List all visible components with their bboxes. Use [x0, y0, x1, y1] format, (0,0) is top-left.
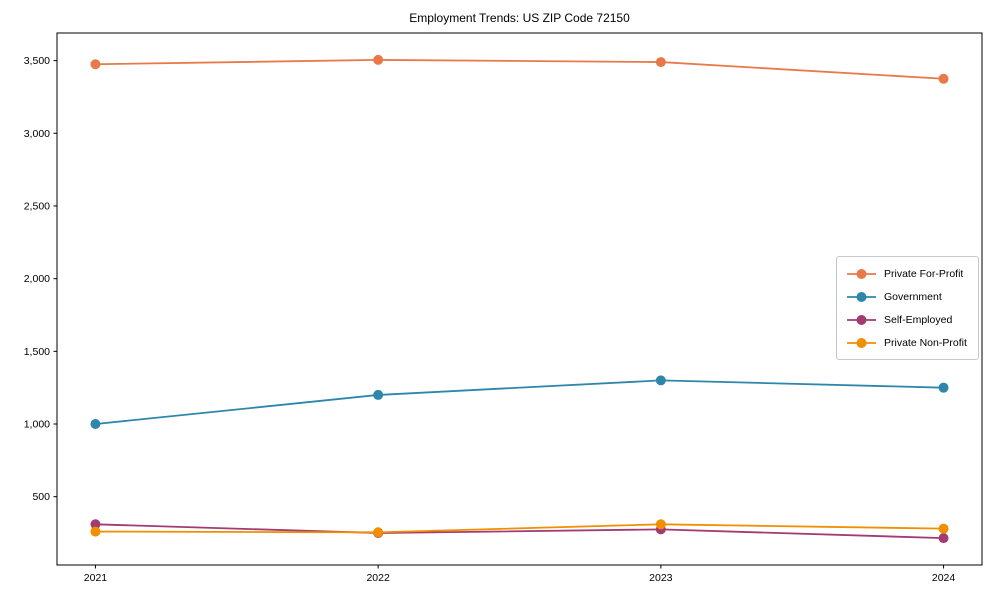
legend-entry-private-non-profit: Private Non-Profit	[846, 331, 969, 354]
legend-marker-government	[847, 291, 876, 302]
data-point-private-non-profit-2023	[655, 519, 666, 530]
data-point-government-2022	[373, 389, 384, 400]
data-point-private-non-profit-2022	[373, 527, 384, 538]
legend-entry-self-employed: Self-Employed	[846, 308, 969, 331]
y-tick-label: 1,000	[24, 419, 50, 431]
legend-dot-private-for-profit	[856, 268, 867, 279]
y-tick-label: 1,500	[24, 346, 50, 358]
legend-dot-self-employed	[856, 314, 867, 325]
y-tick-label: 500	[32, 491, 50, 503]
legend-entry-government: Government	[846, 285, 969, 308]
y-tick-label: 3,000	[24, 128, 50, 140]
data-point-government-2024	[938, 382, 949, 393]
x-tick-label: 2022	[366, 572, 390, 584]
y-tick-label: 2,000	[24, 273, 50, 285]
legend-marker-private-for-profit	[847, 268, 876, 279]
data-point-private-for-profit-2022	[373, 54, 384, 65]
data-point-self-employed-2024	[938, 533, 949, 544]
x-tick-label: 2023	[649, 572, 673, 584]
data-point-private-non-profit-2024	[938, 523, 949, 534]
plot-border	[56, 32, 983, 566]
series-line-private-for-profit	[95, 58, 944, 80]
legend-label-private-non-profit: Private Non-Profit	[884, 336, 967, 349]
x-tick-label: 2021	[84, 572, 108, 584]
legend-entry-private-for-profit: Private For-Profit	[846, 262, 969, 285]
data-point-government-2023	[655, 375, 666, 386]
series-line-government	[95, 379, 944, 425]
legend-marker-self-employed	[847, 314, 876, 325]
data-point-private-non-profit-2021	[90, 526, 101, 537]
legend: Private For-Profit Government Self-Employe…	[836, 256, 979, 360]
data-point-private-for-profit-2023	[655, 57, 666, 68]
legend-dot-government	[856, 291, 867, 302]
legend-label-private-for-profit: Private For-Profit	[884, 267, 964, 280]
legend-marker-private-non-profit	[847, 337, 876, 348]
data-point-private-for-profit-2024	[938, 73, 949, 84]
y-tick-label: 2,500	[24, 200, 50, 212]
series-line-self-employed	[95, 523, 944, 540]
data-point-self-employed-2021	[90, 519, 101, 530]
legend-dot-private-non-profit	[856, 337, 867, 348]
series-line-private-non-profit	[95, 523, 944, 534]
legend-label-self-employed: Self-Employed	[884, 313, 953, 326]
x-tick-label: 2024	[932, 572, 956, 584]
y-tick-label: 3,500	[24, 55, 50, 67]
data-point-private-for-profit-2021	[90, 59, 101, 70]
legend-label-government: Government	[884, 290, 942, 303]
data-point-government-2021	[90, 419, 101, 430]
chart-title: Employment Trends: US ZIP Code 72150	[409, 11, 630, 25]
